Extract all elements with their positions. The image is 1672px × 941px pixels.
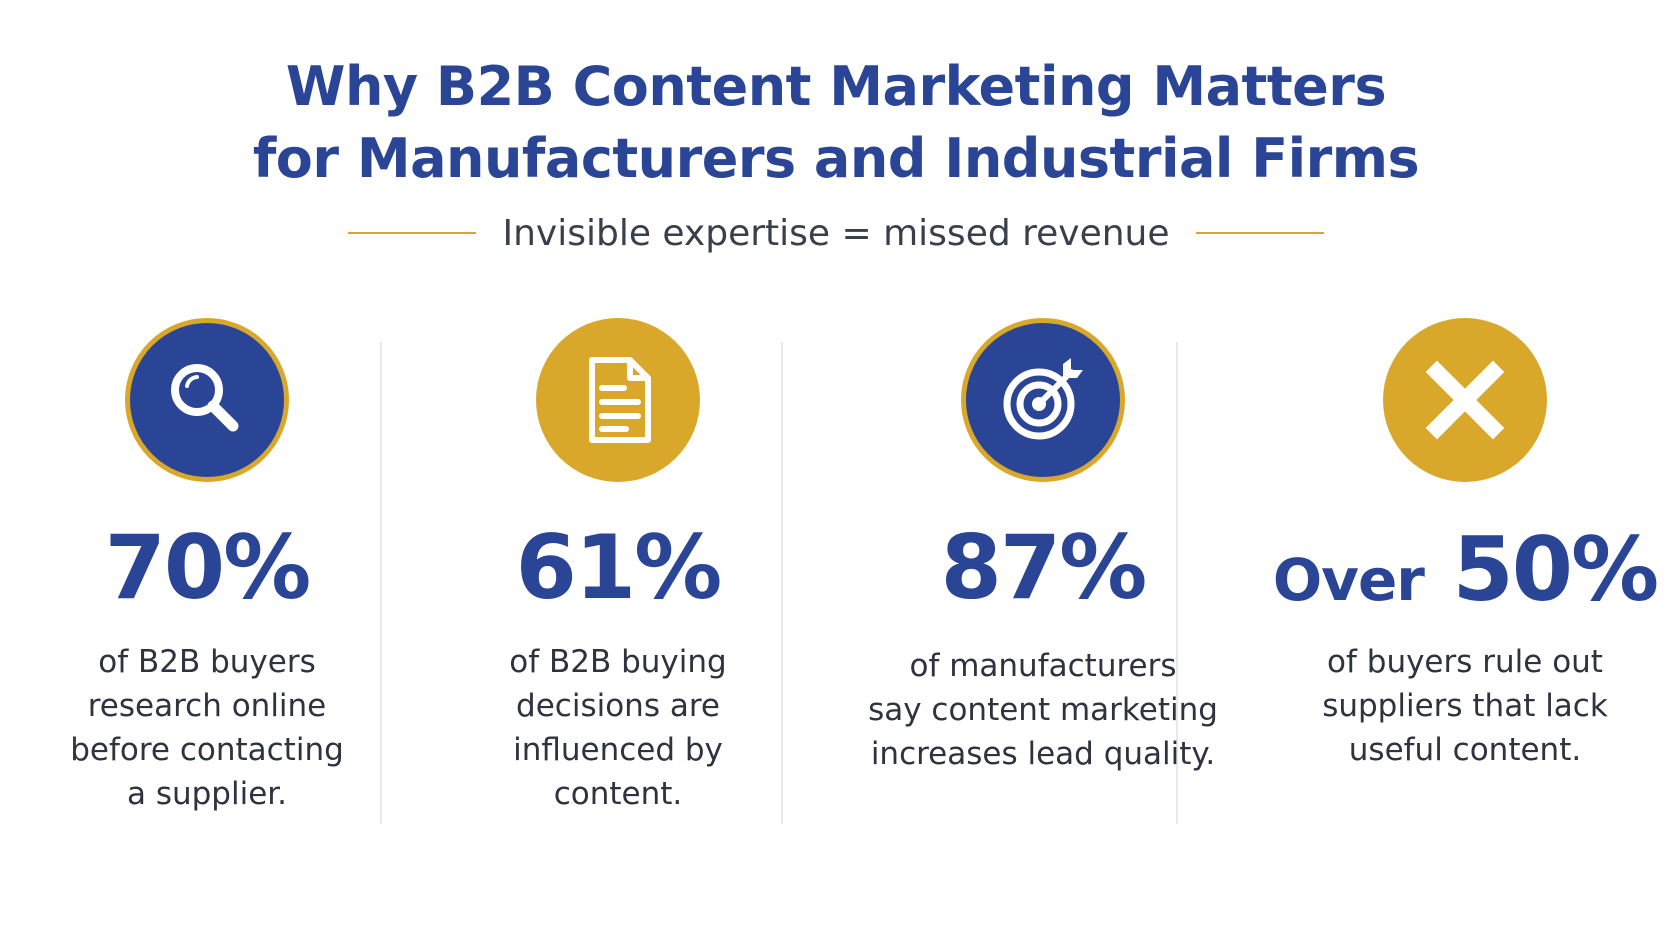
stat-description-line: increases lead quality. <box>870 736 1216 772</box>
stat-description-line: of B2B buyers <box>98 644 316 680</box>
stat-description: of buyers rule out suppliers that lack u… <box>1265 640 1665 772</box>
magnifying-glass-icon <box>125 318 289 482</box>
target-icon <box>961 318 1125 482</box>
stat-description: of B2B buying decisions are influenced b… <box>418 640 818 816</box>
stat-value-number: 50% <box>1452 518 1660 621</box>
stat-value: Over 50% <box>1265 526 1665 614</box>
subtitle: Invisible expertise = missed revenue <box>502 213 1170 254</box>
stat-description: of B2B buyers research online before con… <box>7 640 407 816</box>
stat-card-research-online: 70% of B2B buyers research online before… <box>7 318 407 816</box>
stat-description-line: of B2B buying <box>509 644 727 680</box>
stat-card-lead-quality: 87% of manufacturers say content marketi… <box>843 318 1243 776</box>
stat-description-line: say content marketing <box>868 692 1218 728</box>
x-icon <box>1383 318 1547 482</box>
stat-value-prefix: Over <box>1272 546 1425 614</box>
subtitle-row: Invisible expertise = missed revenue <box>0 210 1672 254</box>
stat-description-line: before contacting <box>70 732 344 768</box>
column-divider <box>1176 342 1178 824</box>
stat-card-buying-decisions: 61% of B2B buying decisions are influenc… <box>418 318 818 816</box>
stat-value: 70% <box>104 516 312 619</box>
stat-description-line: useful content. <box>1348 732 1582 768</box>
document-icon <box>536 318 700 482</box>
stat-card-rule-out-suppliers: Over 50% of buyers rule out suppliers th… <box>1265 318 1665 772</box>
stat-value: 87% <box>940 516 1148 619</box>
stat-description-line: decisions are <box>516 688 720 724</box>
stat-description-line: suppliers that lack <box>1322 688 1608 724</box>
stat-value: 61% <box>515 516 723 619</box>
column-divider <box>380 342 382 824</box>
page-title-line-2: for Manufacturers and Industrial Firms <box>252 127 1420 190</box>
stat-description-line: a supplier. <box>126 776 288 812</box>
stat-description-line: of buyers rule out <box>1327 644 1603 680</box>
stat-description-line: influenced by <box>513 732 723 768</box>
stat-description-line: content. <box>553 776 683 812</box>
page-title-line-1: Why B2B Content Marketing Matters <box>285 55 1387 118</box>
stat-description: of manufacturers say content marketing i… <box>843 644 1243 776</box>
stat-description-line: of manufacturers <box>909 648 1177 684</box>
subtitle-left-rule <box>348 232 476 234</box>
column-divider <box>781 342 783 824</box>
stat-description-line: research online <box>87 688 327 724</box>
subtitle-right-rule <box>1196 232 1324 234</box>
